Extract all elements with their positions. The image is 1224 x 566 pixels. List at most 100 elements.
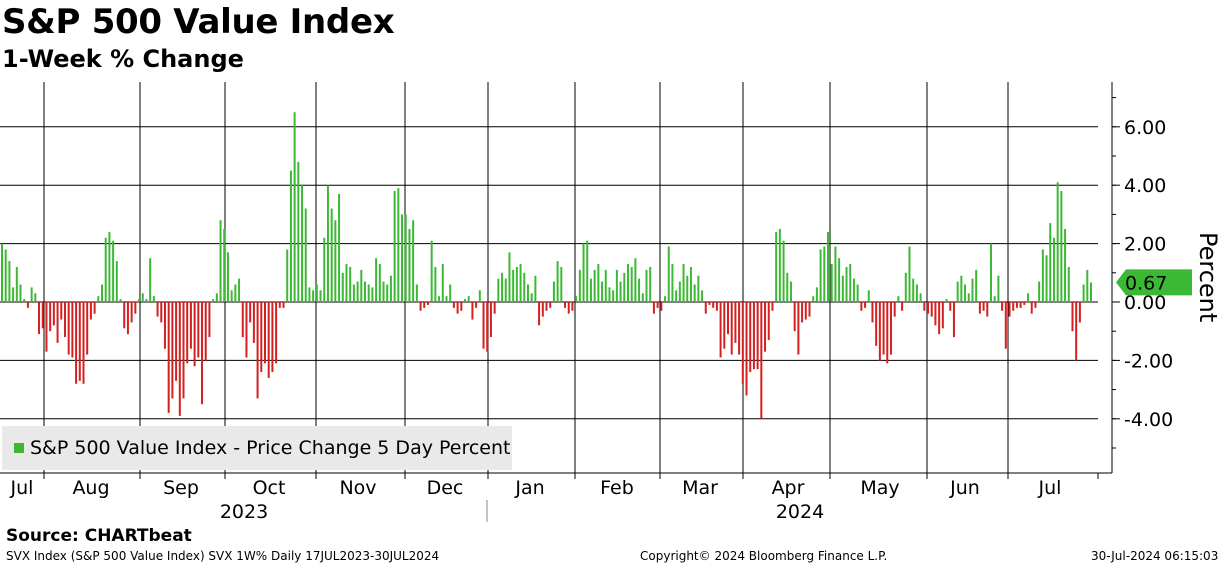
bar: [571, 302, 574, 311]
bar: [664, 296, 667, 302]
bar: [286, 249, 289, 302]
bar: [282, 302, 285, 308]
bar: [412, 220, 415, 302]
bar: [38, 302, 41, 335]
bar: [438, 296, 441, 302]
y-tick-label: -2.00: [1124, 350, 1173, 372]
bar: [489, 302, 492, 338]
bar: [812, 296, 815, 302]
bar: [997, 275, 1000, 302]
y-tick-label: 0.00: [1124, 292, 1166, 314]
footer-copyright: Copyright© 2024 Bloomberg Finance L.P.: [640, 549, 888, 563]
bar: [152, 296, 155, 302]
bar: [212, 299, 215, 302]
bar: [956, 281, 959, 302]
bar: [815, 287, 818, 302]
y-tick-label: -4.00: [1124, 409, 1173, 431]
bar: [930, 302, 933, 317]
bar: [538, 302, 541, 326]
bar: [589, 278, 592, 302]
bar: [271, 302, 274, 373]
bar: [515, 266, 518, 302]
bar: [904, 272, 907, 302]
bar: [312, 290, 315, 302]
bar: [738, 302, 741, 355]
bar: [1049, 223, 1052, 302]
bar: [89, 302, 92, 320]
bar: [60, 302, 63, 320]
x-tick-label: Mar: [682, 477, 718, 499]
bar: [919, 293, 922, 302]
bar: [630, 266, 633, 302]
bar: [601, 281, 604, 302]
bar: [852, 278, 855, 302]
x-tick-label: Jul: [10, 477, 34, 499]
bar: [886, 302, 889, 364]
bar: [849, 264, 852, 302]
bar: [949, 302, 952, 311]
bar: [908, 246, 911, 302]
bar: [652, 302, 655, 314]
bar: [575, 296, 578, 302]
bar: [615, 269, 618, 302]
bar: [304, 208, 307, 302]
bar: [56, 302, 59, 343]
bar: [101, 284, 104, 302]
bar: [1052, 237, 1055, 302]
bar: [827, 231, 830, 302]
bar: [201, 302, 204, 405]
bar: [452, 302, 455, 308]
bar: [341, 272, 344, 302]
bar: [927, 302, 930, 314]
bar: [701, 290, 704, 302]
bar: [945, 299, 948, 302]
bar: [986, 302, 989, 317]
bar: [989, 243, 992, 302]
bar: [671, 264, 674, 302]
bar: [460, 302, 463, 311]
bar: [334, 220, 337, 302]
bar: [130, 302, 133, 323]
bar: [234, 284, 237, 302]
bar: [371, 287, 374, 302]
bar: [1019, 302, 1022, 308]
bar: [1023, 302, 1026, 305]
vertical-gridlines: [43, 82, 1009, 473]
last-value-label: 0.67: [1125, 272, 1167, 294]
bar: [727, 302, 729, 335]
bar: [8, 261, 11, 302]
bar: [12, 287, 15, 302]
bar: [275, 302, 278, 364]
bar: [1082, 284, 1085, 302]
x-tick-label: Apr: [772, 477, 805, 499]
bar: [534, 275, 537, 302]
bar: [760, 302, 763, 419]
bar: [578, 269, 581, 302]
bar: [634, 258, 637, 302]
x-tick-label: Jan: [514, 477, 544, 499]
bar: [289, 170, 292, 302]
bar: [723, 302, 726, 349]
bar: [619, 281, 622, 302]
bar: [1004, 302, 1007, 349]
bar: [582, 243, 585, 302]
bar: [530, 293, 533, 302]
bar: [464, 299, 467, 302]
source-note: Source: CHARTbeat: [6, 526, 192, 546]
bar: [560, 266, 563, 302]
chart-title: S&P 500 Value Index: [2, 2, 395, 42]
bar: [934, 302, 937, 326]
bar: [397, 188, 400, 302]
bar: [808, 302, 811, 317]
bar: [512, 269, 515, 302]
bar: [545, 302, 548, 311]
y-axis-title: Percent: [1194, 232, 1222, 322]
bar: [1075, 302, 1078, 361]
bar: [564, 302, 567, 308]
bar: [960, 275, 963, 302]
bar: [238, 278, 241, 302]
bar: [793, 302, 796, 332]
bar: [952, 302, 955, 338]
bar: [1034, 302, 1037, 308]
bar: [915, 284, 918, 302]
